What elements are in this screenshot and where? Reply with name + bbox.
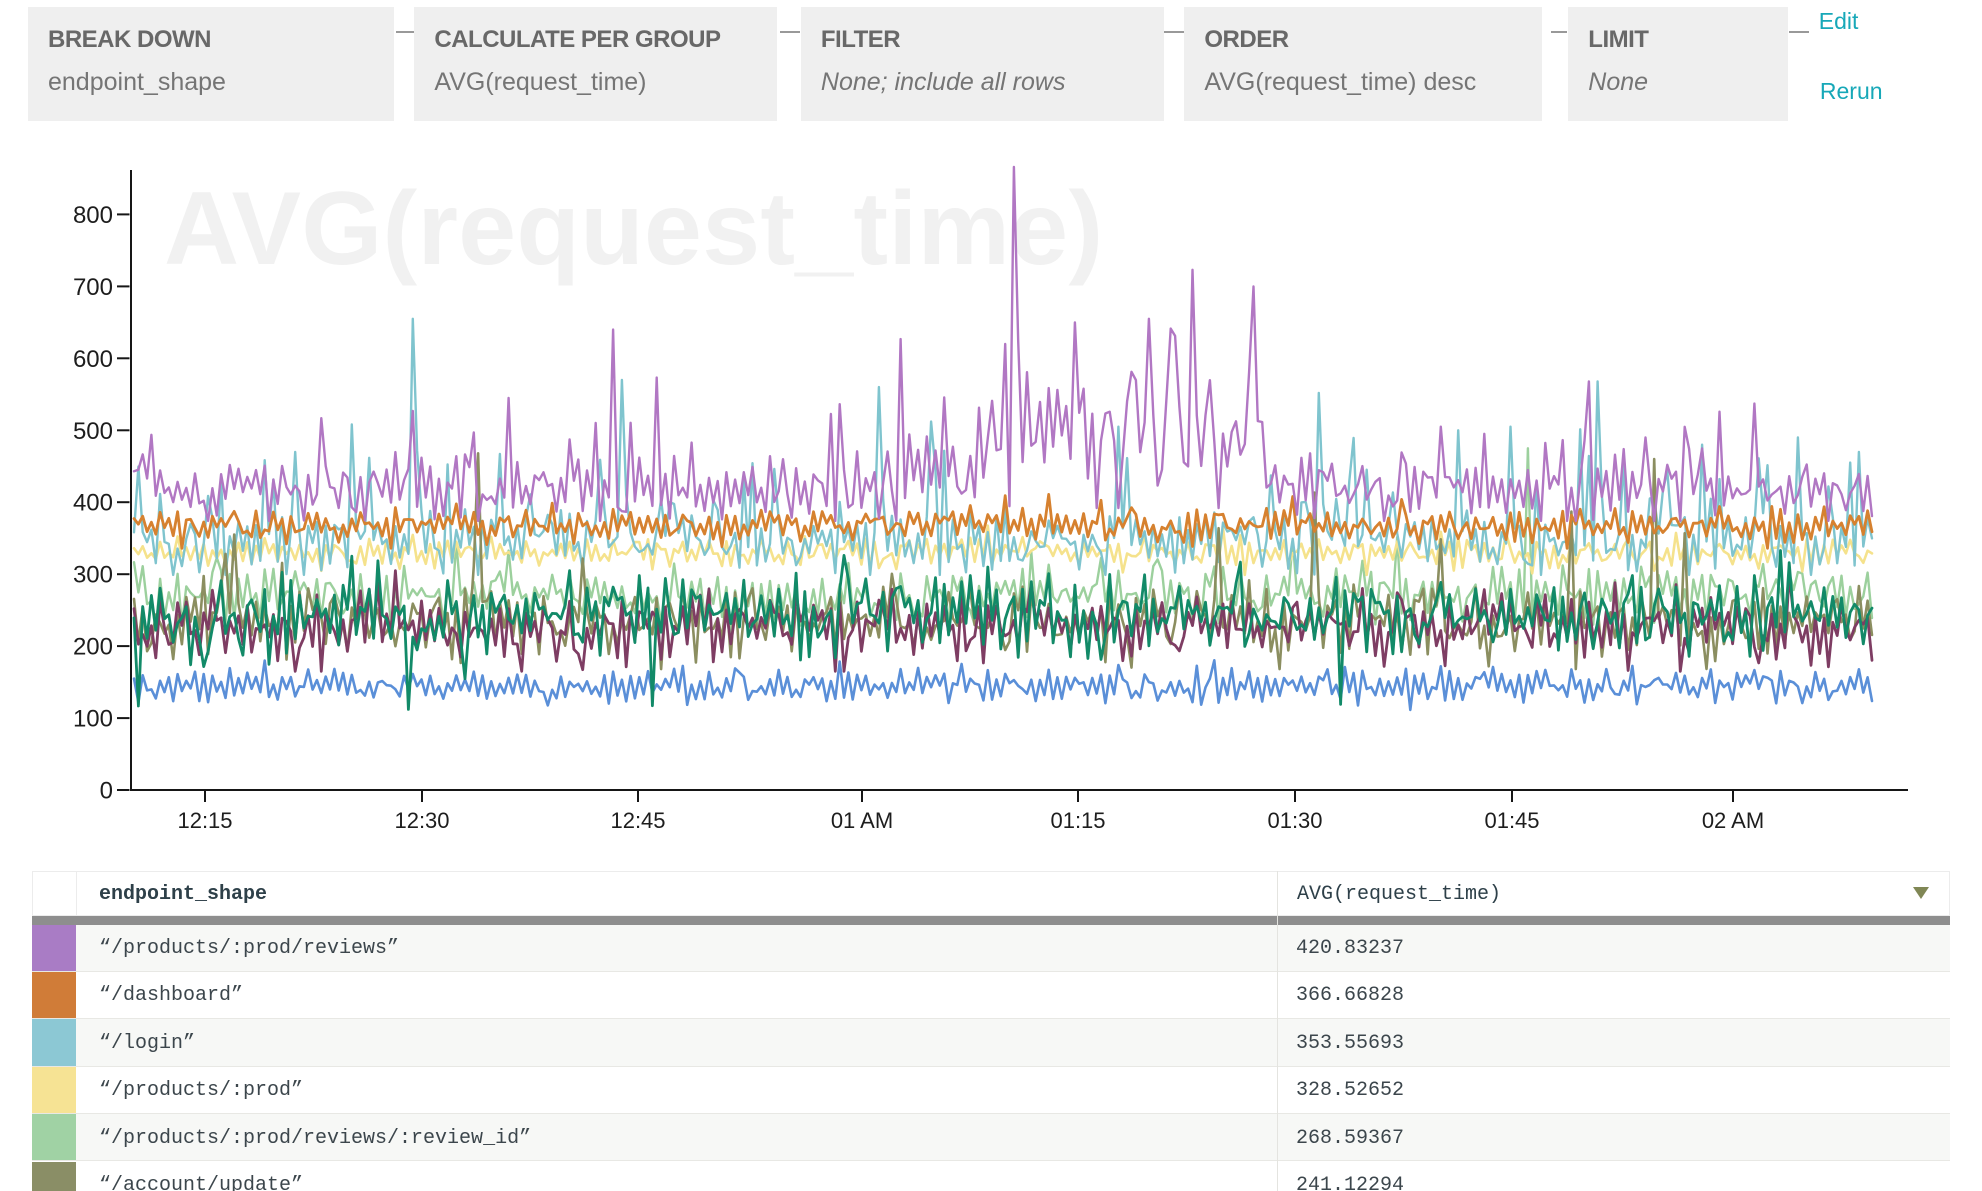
svg-text:600: 600 — [73, 346, 113, 373]
svg-text:700: 700 — [73, 274, 113, 301]
svg-text:12:45: 12:45 — [610, 808, 665, 833]
svg-text:100: 100 — [73, 706, 113, 733]
svg-text:AVG(request_time): AVG(request_time) — [164, 171, 1103, 287]
svg-text:0: 0 — [100, 778, 113, 805]
svg-text:400: 400 — [73, 490, 113, 517]
svg-text:01:30: 01:30 — [1267, 808, 1322, 833]
svg-text:02 AM: 02 AM — [1702, 808, 1764, 833]
svg-text:800: 800 — [73, 202, 113, 229]
svg-text:12:30: 12:30 — [394, 808, 449, 833]
svg-text:01 AM: 01 AM — [831, 808, 893, 833]
svg-text:300: 300 — [73, 562, 113, 589]
svg-text:500: 500 — [73, 418, 113, 445]
svg-text:200: 200 — [73, 634, 113, 661]
svg-text:01:15: 01:15 — [1050, 808, 1105, 833]
svg-text:12:15: 12:15 — [177, 808, 232, 833]
svg-text:01:45: 01:45 — [1484, 808, 1539, 833]
